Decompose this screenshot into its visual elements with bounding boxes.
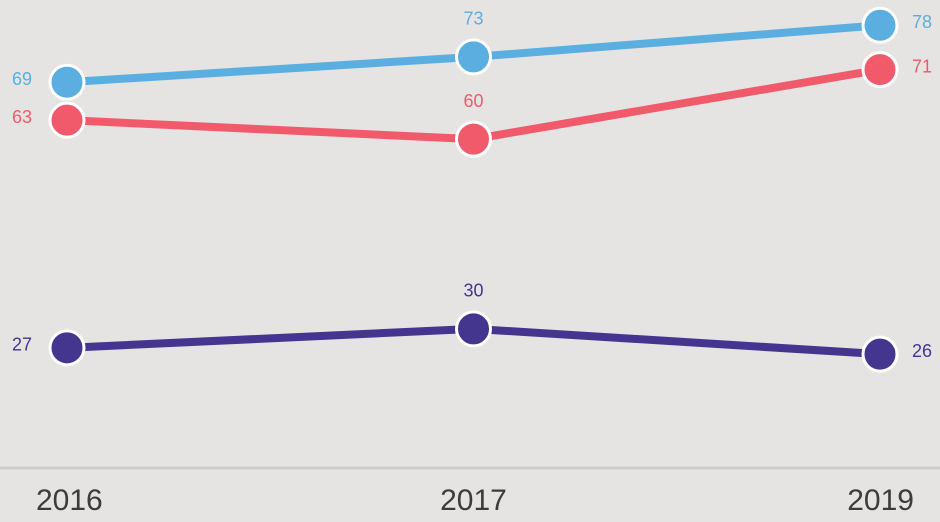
value-label: 30 — [463, 281, 483, 301]
data-point — [861, 6, 899, 44]
data-point — [48, 329, 86, 367]
x-tick-label: 2016 — [36, 484, 103, 517]
value-label: 27 — [12, 335, 32, 355]
data-point — [455, 310, 492, 348]
value-label: 26 — [912, 341, 932, 361]
data-point — [48, 101, 86, 139]
data-point — [48, 63, 86, 101]
data-point — [861, 51, 899, 89]
value-label: 60 — [463, 91, 483, 111]
value-label: 69 — [12, 69, 32, 89]
data-point — [861, 335, 899, 373]
value-label: 71 — [912, 56, 932, 76]
x-tick-label: 2019 — [847, 484, 914, 517]
data-point — [455, 120, 492, 158]
value-label: 78 — [912, 12, 932, 32]
value-label: 73 — [463, 9, 483, 29]
value-label: 63 — [12, 107, 32, 127]
data-point — [455, 38, 492, 76]
x-tick-label: 2017 — [440, 484, 507, 517]
